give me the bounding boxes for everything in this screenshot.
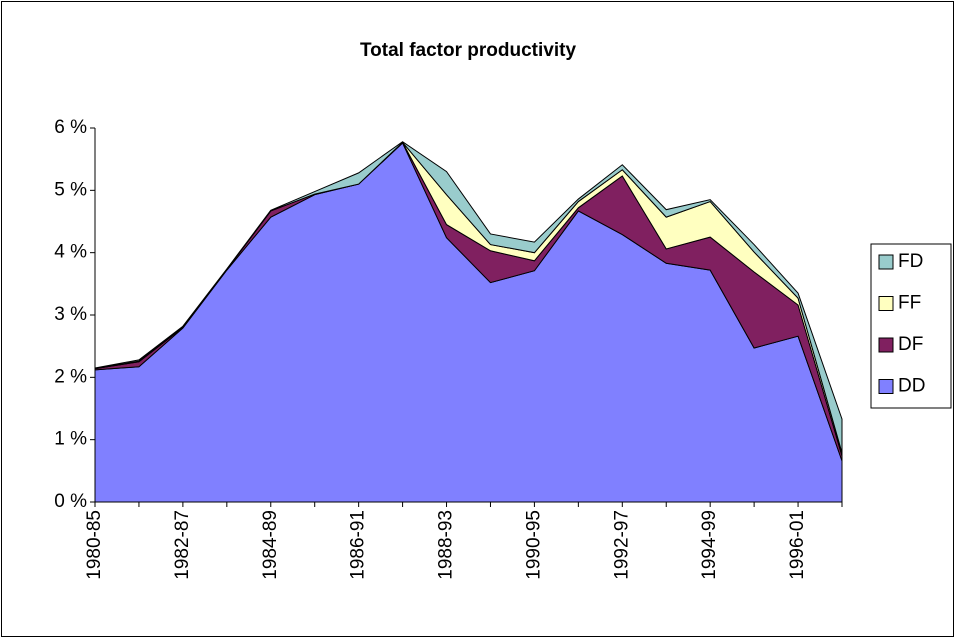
y-tick-label: 2 % — [54, 366, 87, 387]
x-tick-label: 1984-89 — [260, 510, 281, 580]
y-tick-label: 1 % — [54, 429, 87, 450]
x-tick-label: 1986-91 — [348, 510, 369, 580]
legend-swatch — [878, 337, 894, 353]
x-tick-label: 1992-97 — [611, 510, 632, 580]
legend-swatch — [878, 254, 894, 270]
legend-label: FD — [898, 251, 923, 272]
y-tick-label: 0 % — [54, 491, 87, 512]
x-tick-label: 1990-95 — [523, 510, 544, 580]
y-tick-label: 6 % — [54, 117, 87, 138]
chart-title: Total factor productivity — [360, 40, 576, 61]
x-tick-label: 1988-93 — [436, 510, 457, 580]
y-tick-label: 4 % — [54, 242, 87, 263]
legend-swatch — [878, 379, 894, 394]
legend-label: FF — [898, 293, 921, 314]
legend-swatch — [878, 296, 894, 311]
legend-label: DF — [898, 334, 923, 355]
legend-label: DD — [898, 376, 925, 397]
y-tick-label: 3 % — [54, 304, 87, 325]
area — [94, 141, 843, 453]
x-tick-label: 1982-87 — [172, 510, 193, 580]
x-tick-label: 1994-99 — [699, 510, 720, 580]
x-tick-label: 1996-01 — [787, 510, 808, 580]
x-tick-label: 1980-85 — [84, 510, 105, 580]
y-tick-label: 5 % — [54, 179, 87, 200]
